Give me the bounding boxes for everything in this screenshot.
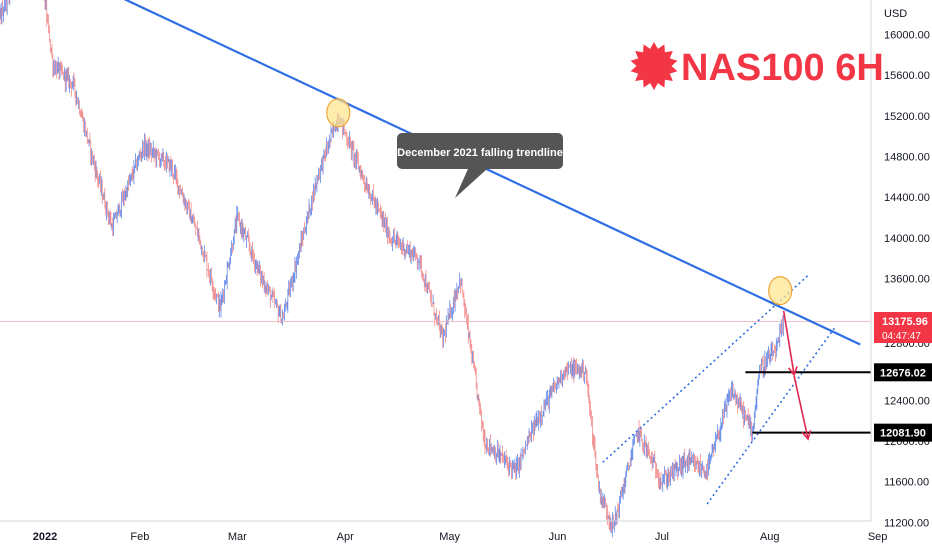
price-tick-label: 12400.00	[884, 395, 930, 407]
time-axis-label: Apr	[337, 531, 354, 543]
chart-title: NAS100 6H	[681, 47, 884, 89]
trendline-callout[interactable]: December 2021 falling trendline	[397, 133, 563, 198]
price-tick-label: 13600.00	[884, 273, 930, 285]
time-axis-label: Jun	[549, 531, 567, 543]
rising-channel-lower-line[interactable]	[706, 325, 837, 505]
svg-text:12676.02: 12676.02	[880, 367, 926, 379]
price-tick-label: 15600.00	[884, 70, 930, 82]
currency-label: USD	[884, 8, 907, 20]
candles-layer	[0, 0, 784, 538]
callout-text: December 2021 falling trendline	[397, 147, 563, 159]
time-axis-label: Sep	[868, 531, 888, 543]
price-tick-label: 11600.00	[884, 477, 929, 489]
time-axis-label: Jul	[655, 531, 669, 543]
support-price-tag-2[interactable]: 12081.90	[874, 423, 932, 442]
price-tick-label: 14800.00	[884, 152, 930, 164]
time-axis-label: Mar	[228, 531, 247, 543]
price-tick-label: 15200.00	[884, 111, 930, 123]
price-tick-label: 14400.00	[884, 192, 930, 204]
time-axis-label: 2022	[33, 531, 57, 543]
current-price-tag[interactable]: 13175.96 04:47:47	[874, 312, 932, 343]
touch-point-highlight-2[interactable]	[326, 98, 351, 128]
drawings-layer: December 2021 falling trendline	[0, 0, 871, 505]
projection-arrow-1[interactable]	[782, 310, 798, 377]
price-tick-label: 11200.00	[884, 517, 929, 529]
time-axis-label: May	[439, 531, 460, 543]
rising-channel-upper-line[interactable]	[602, 274, 809, 463]
price-tick-label: 16000.00	[884, 30, 930, 42]
support-price-tag-1[interactable]: 12676.02	[874, 363, 932, 382]
star-badge-icon	[630, 42, 678, 90]
price-tick-label: 14000.00	[884, 233, 930, 245]
time-axis-label: Aug	[760, 531, 780, 543]
projection-arrow-2[interactable]	[793, 375, 812, 441]
time-axis-label: Feb	[130, 531, 149, 543]
touch-point-highlight-3[interactable]	[768, 276, 793, 306]
svg-text:04:47:47: 04:47:47	[882, 331, 921, 342]
svg-text:12081.90: 12081.90	[880, 428, 926, 440]
title-block: NAS100 6H	[630, 42, 884, 90]
svg-text:13175.96: 13175.96	[882, 316, 928, 328]
price-tick-label: 16400.00	[884, 0, 930, 1]
